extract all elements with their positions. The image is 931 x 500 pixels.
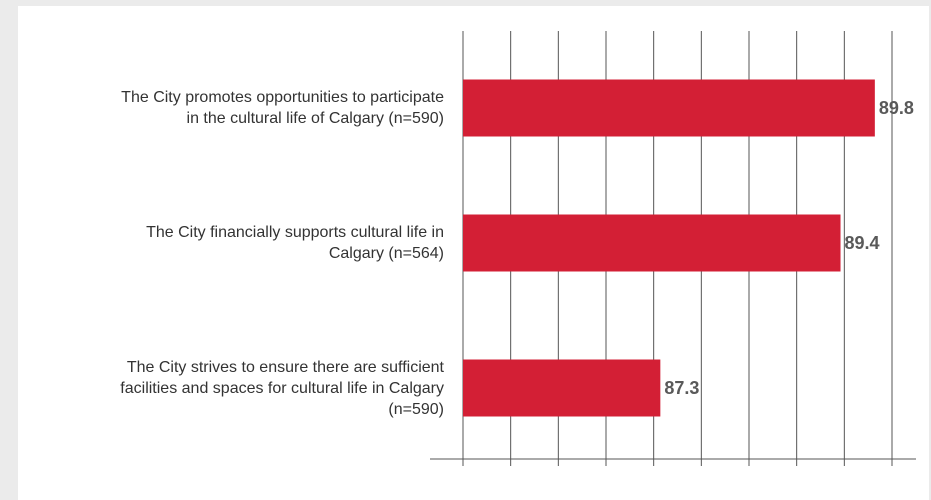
category-label-line: Calgary (n=564): [328, 245, 444, 262]
category-label-line: The City strives to ensure there are suf…: [126, 358, 444, 376]
bar: [463, 79, 875, 137]
bar: [463, 214, 841, 272]
category-label-line: (n=590): [388, 400, 444, 418]
value-labels: 89.8 89.4 87.3: [664, 98, 914, 398]
value-label: 89.8: [879, 98, 914, 118]
category-label-line: facilities and spaces for cultural life …: [120, 379, 444, 397]
value-label: 89.4: [845, 233, 880, 253]
category-label-line: The City promotes opportunities to parti…: [121, 89, 444, 106]
category-label: The City promotes opportunities to parti…: [14, 87, 444, 129]
category-label: The City strives to ensure there are suf…: [14, 357, 444, 420]
category-label: The City financially supports cultural l…: [14, 222, 444, 264]
bar: [463, 359, 661, 417]
x-axis-ticks: [462, 459, 893, 466]
bars: [463, 79, 875, 417]
category-label-line: in the cultural life of Calgary (n=590): [186, 110, 444, 127]
category-label-line: The City financially supports cultural l…: [146, 224, 444, 241]
value-label: 87.3: [664, 378, 699, 398]
